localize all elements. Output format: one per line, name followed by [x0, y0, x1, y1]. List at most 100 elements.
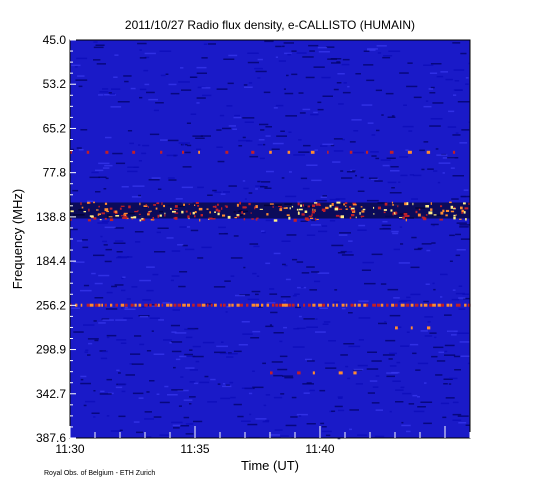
noise-streak: [151, 330, 154, 332]
noise-streak: [127, 170, 138, 173]
noise-streak: [262, 420, 270, 423]
noise-streak: [144, 52, 156, 55]
emission-dot: [341, 303, 345, 307]
emission-speckle: [138, 213, 141, 215]
noise-streak: [243, 187, 249, 190]
noise-streak: [271, 361, 283, 363]
emission-dot: [410, 326, 413, 330]
noise-streak: [102, 319, 114, 321]
emission-speckle: [115, 215, 120, 217]
noise-streak: [410, 293, 421, 296]
emission-dot: [297, 303, 299, 307]
noise-streak: [342, 138, 345, 141]
emission-speckle: [352, 203, 357, 206]
noise-streak: [409, 174, 415, 176]
noise-streak: [302, 187, 310, 190]
emission-speckle: [403, 212, 408, 216]
emission-dot: [80, 303, 83, 307]
emission-speckle: [152, 217, 154, 220]
emission-dot: [452, 150, 456, 154]
emission-dot: [94, 303, 99, 307]
noise-streak: [93, 254, 105, 257]
noise-streak: [71, 64, 81, 67]
noise-streak: [382, 220, 388, 223]
noise-streak: [181, 186, 193, 189]
noise-streak: [284, 52, 292, 55]
noise-streak: [216, 146, 223, 148]
emission-speckle: [174, 212, 179, 214]
noise-streak: [166, 154, 178, 157]
noise-streak: [289, 171, 292, 173]
noise-streak: [130, 353, 141, 355]
noise-streak: [134, 335, 142, 337]
emission-speckle: [352, 202, 356, 205]
noise-streak: [182, 143, 186, 146]
noise-streak: [87, 338, 99, 340]
emission-dot: [255, 303, 259, 307]
noise-streak: [233, 350, 242, 353]
emission-speckle: [296, 208, 299, 211]
emission-speckle: [194, 215, 196, 218]
noise-streak: [452, 289, 456, 291]
noise-streak: [207, 194, 213, 196]
noise-streak: [159, 434, 171, 436]
noise-streak: [238, 139, 251, 142]
noise-streak: [374, 435, 385, 438]
noise-streak: [348, 312, 353, 314]
noise-streak: [265, 135, 271, 137]
noise-streak: [449, 234, 455, 237]
noise-streak: [292, 258, 298, 261]
emission-speckle: [104, 208, 109, 212]
emission-speckle: [97, 213, 101, 215]
emission-speckle: [455, 214, 457, 216]
emission-dot: [269, 150, 272, 154]
noise-streak: [199, 381, 210, 384]
noise-streak: [453, 69, 465, 71]
noise-streak: [182, 244, 188, 247]
noise-streak: [244, 121, 254, 123]
noise-streak: [178, 285, 186, 288]
emission-dot: [407, 150, 412, 154]
emission-speckle: [156, 202, 160, 205]
noise-streak: [96, 63, 106, 65]
noise-streak: [196, 72, 207, 74]
emission-speckle: [131, 218, 133, 220]
noise-streak: [343, 343, 355, 345]
noise-streak: [87, 200, 94, 203]
noise-streak: [74, 66, 78, 68]
noise-streak: [174, 332, 187, 334]
noise-streak: [189, 381, 196, 383]
noise-streak: [115, 386, 123, 389]
noise-streak: [392, 232, 399, 235]
emission-speckle: [197, 205, 200, 207]
noise-streak: [105, 136, 112, 139]
noise-streak: [279, 340, 283, 343]
noise-streak: [192, 355, 204, 358]
noise-streak: [230, 396, 236, 399]
noise-streak: [205, 303, 213, 305]
noise-streak: [273, 107, 278, 109]
noise-streak: [409, 343, 419, 346]
noise-streak: [438, 351, 444, 354]
noise-streak: [83, 284, 90, 287]
noise-streak: [255, 70, 267, 73]
emission-dot: [86, 303, 90, 307]
noise-streak: [119, 429, 123, 432]
emission-speckle: [114, 210, 118, 213]
noise-streak: [432, 282, 435, 285]
noise-streak: [280, 393, 285, 395]
noise-streak: [405, 149, 409, 151]
noise-streak: [420, 330, 428, 332]
emission-dot: [395, 326, 398, 330]
noise-streak: [461, 129, 470, 131]
noise-streak: [355, 174, 357, 177]
emission-dot: [287, 150, 291, 154]
noise-streak: [207, 401, 217, 403]
noise-streak: [117, 383, 127, 386]
noise-streak: [238, 145, 243, 147]
noise-streak: [223, 58, 235, 60]
emission-speckle: [149, 210, 152, 212]
noise-streak: [116, 256, 128, 259]
noise-streak: [146, 289, 154, 292]
noise-streak: [181, 89, 192, 91]
